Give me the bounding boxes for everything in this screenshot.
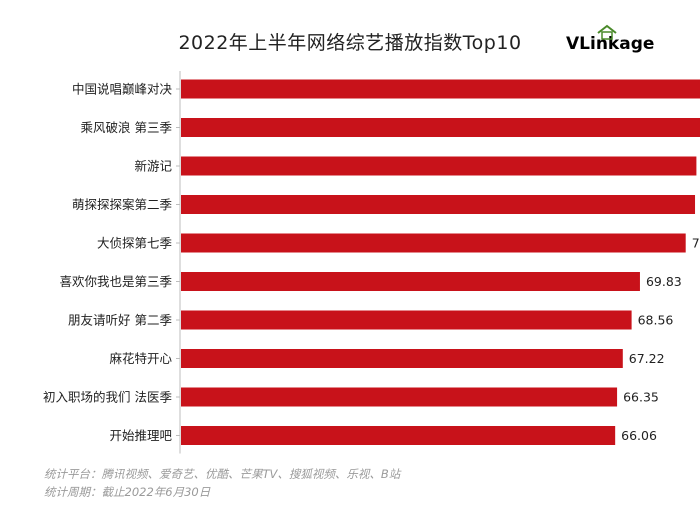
bar — [181, 272, 640, 291]
bar — [181, 79, 700, 99]
value-label: 66.06 — [621, 428, 657, 443]
bar — [181, 156, 697, 176]
category-label: 初入职场的我们 法医季 — [43, 390, 172, 405]
bar — [181, 387, 618, 407]
value-label: 66.35 — [623, 390, 659, 405]
value-label: 76.79 — [692, 236, 700, 251]
category-label: 乘风破浪 第三季 — [81, 120, 173, 135]
bar — [181, 233, 686, 253]
house-icon — [597, 24, 617, 40]
bar — [181, 426, 616, 445]
category-label: 朋友请听好 第二季 — [68, 313, 172, 328]
category-label: 麻花特开心 — [109, 351, 172, 366]
category-label: 萌探探探案第二季 — [72, 197, 173, 212]
bar — [181, 118, 700, 137]
footer-period: 统计周期：截止2022年6月30日 — [44, 485, 211, 499]
value-label: 67.22 — [629, 351, 665, 366]
value-label: 69.83 — [646, 274, 682, 289]
logo-text: VLinkage — [566, 34, 655, 54]
category-label: 喜欢你我也是第三季 — [59, 274, 172, 289]
category-label: 开始推理吧 — [109, 428, 172, 443]
footer-platforms: 统计平台：腾讯视频、爱奇艺、优酷、芒果TV、搜狐视频、乐视、B站 — [44, 467, 401, 481]
chart-title: 2022年上半年网络综艺播放指数Top10 — [178, 32, 522, 54]
bar — [181, 349, 623, 368]
category-label: 新游记 — [134, 159, 172, 174]
value-label: 68.56 — [638, 313, 674, 328]
vlinkage-logo: VLinkage — [566, 24, 656, 56]
bar — [181, 195, 696, 214]
category-label: 大侦探第七季 — [97, 236, 173, 251]
bar — [181, 310, 632, 330]
category-label: 中国说唱巅峰对决 — [72, 82, 173, 97]
